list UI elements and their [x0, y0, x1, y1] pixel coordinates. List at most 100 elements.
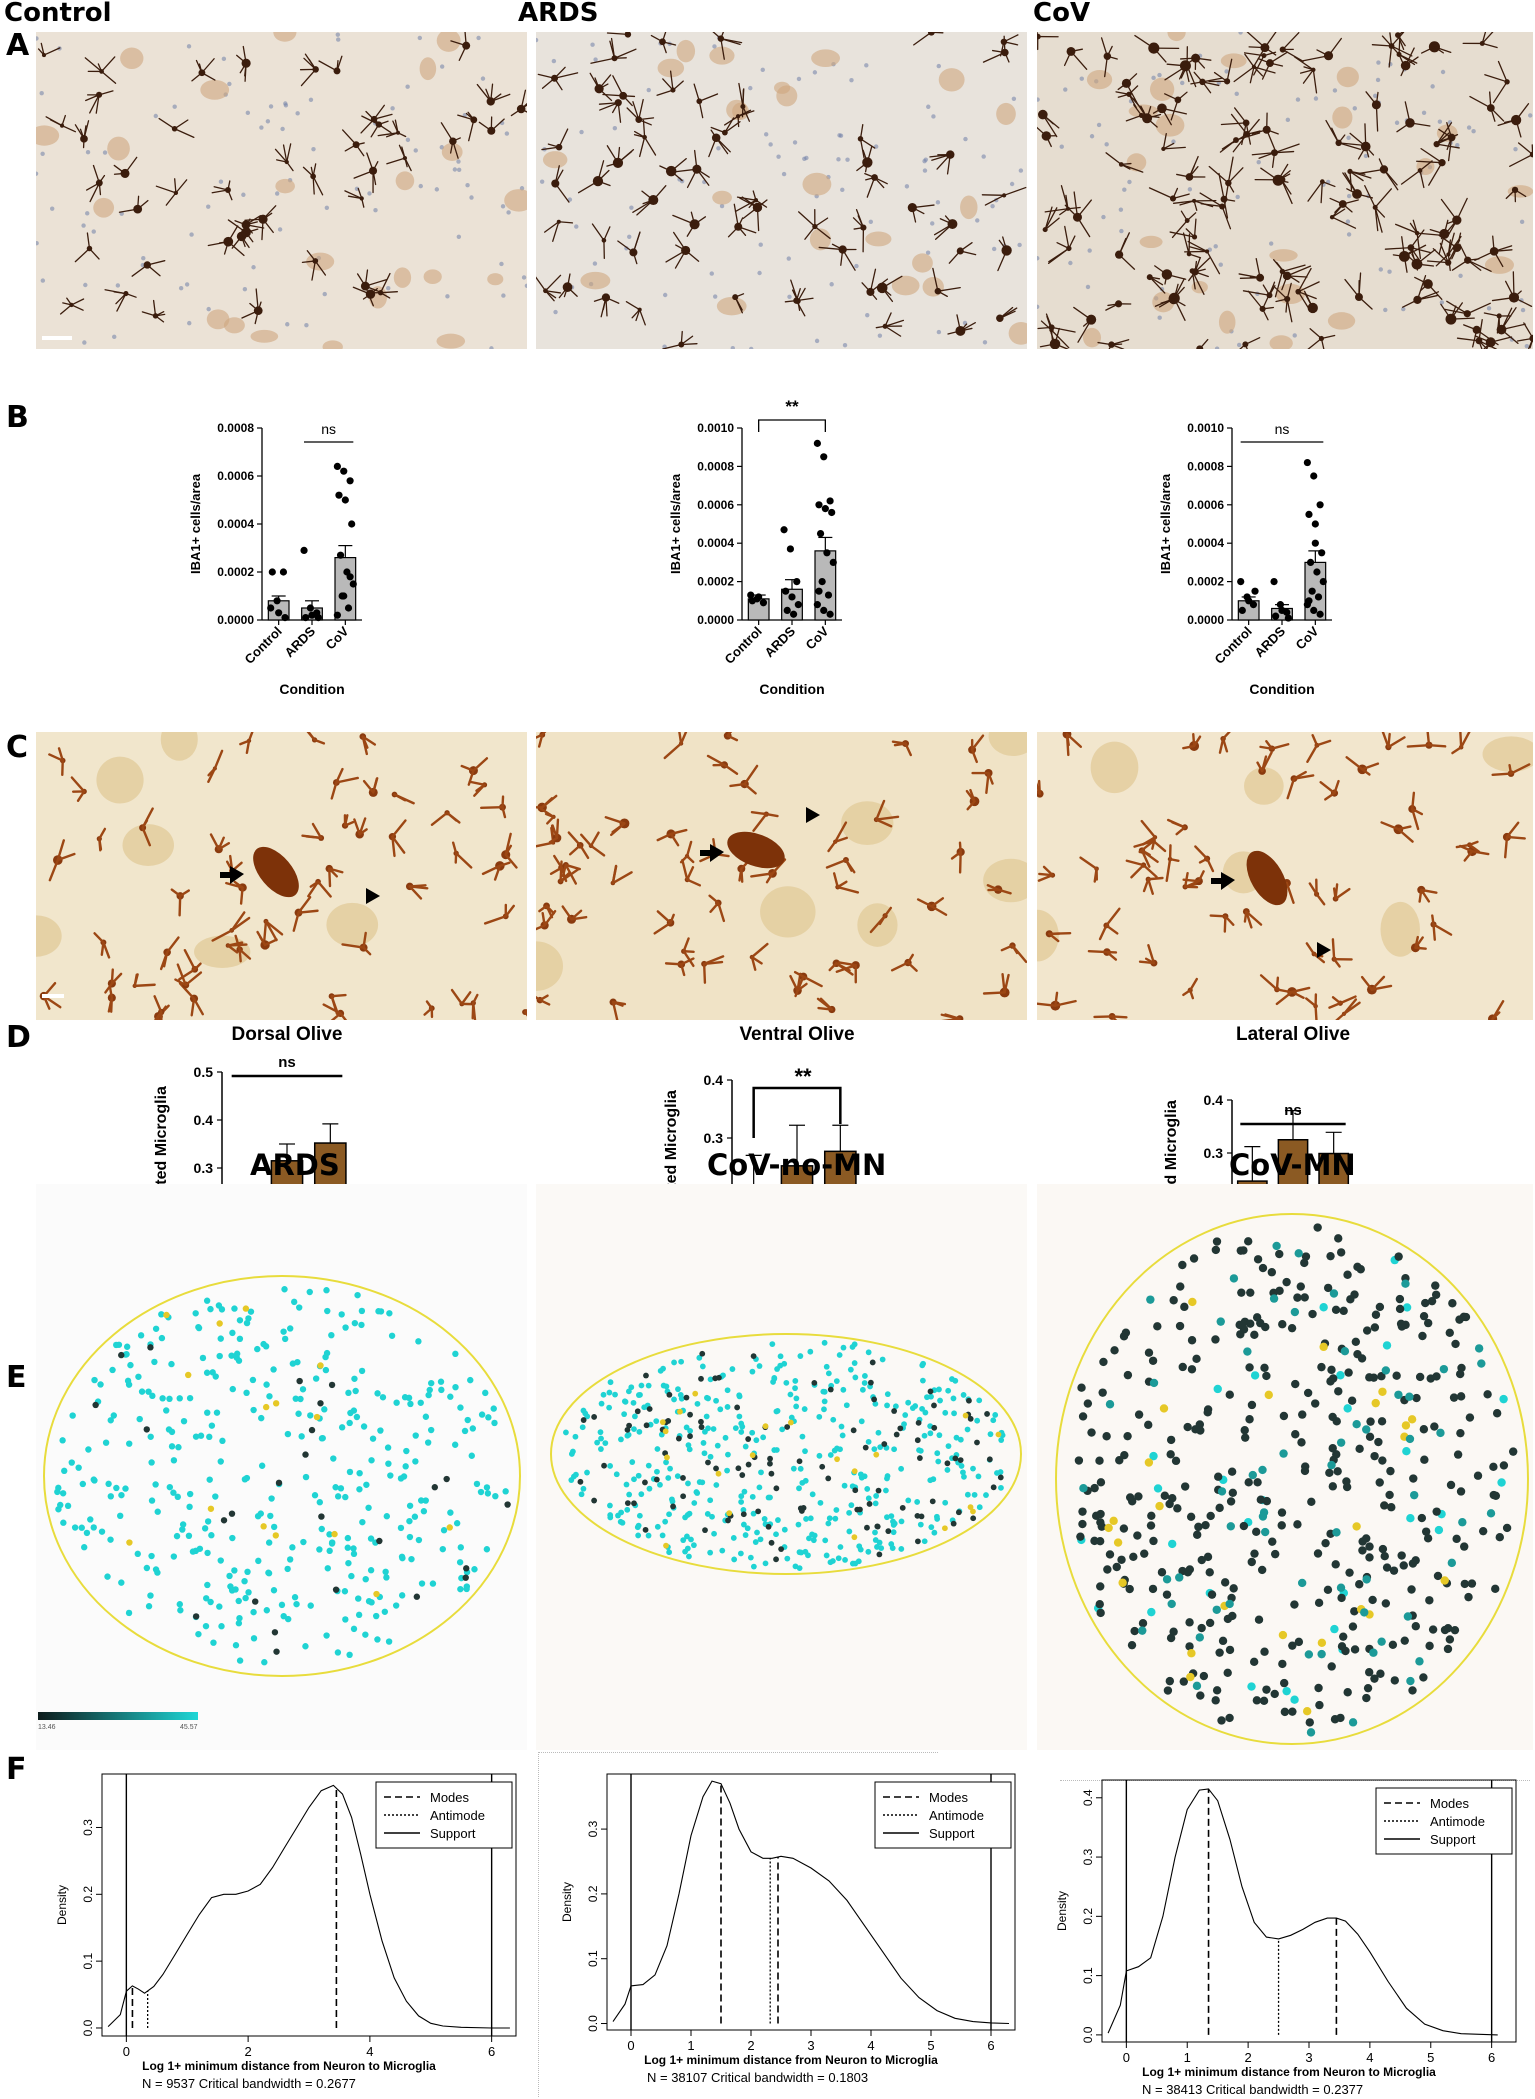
microglia-process — [244, 218, 264, 221]
nucleus — [500, 204, 506, 209]
microglia-process — [544, 290, 555, 302]
x-tick-label: Control — [1211, 624, 1254, 667]
microglia-process — [312, 175, 324, 196]
microglia-cell — [1161, 132, 1186, 152]
microglia-process — [1404, 47, 1415, 67]
microglia-process — [152, 299, 157, 317]
cyan-cell — [773, 1447, 780, 1453]
microglia-process — [1516, 337, 1533, 342]
dark-cell — [1378, 1456, 1387, 1465]
microglia-process — [1403, 244, 1427, 258]
cyan-cell — [600, 1391, 607, 1398]
dark-cell — [1300, 1258, 1309, 1268]
microglia-process — [373, 113, 393, 120]
microglia-process — [1257, 57, 1271, 64]
cyan-cell — [418, 1580, 426, 1587]
dark-cell — [705, 1459, 711, 1466]
cyan-cell — [210, 1639, 217, 1646]
dark-cell — [1433, 1571, 1443, 1581]
dark-cell — [1499, 1461, 1509, 1470]
microglia-cell — [1349, 123, 1375, 160]
cyan-cell — [204, 1549, 211, 1557]
data-point — [1245, 597, 1253, 605]
cyan-cell — [921, 1432, 928, 1439]
cyan-cell — [293, 1600, 300, 1608]
dark-cell — [1387, 1503, 1396, 1512]
microglia-process — [553, 77, 563, 91]
microglia-process — [1443, 219, 1449, 235]
microglia-process — [238, 948, 242, 963]
microglia-cell — [1396, 101, 1431, 133]
nucleus — [206, 204, 211, 209]
microglia-process — [261, 218, 264, 241]
cyan-cell — [835, 1555, 842, 1562]
data-point — [1305, 597, 1313, 605]
data-point — [1311, 539, 1319, 547]
microglia-process — [1264, 32, 1277, 49]
microglia-process — [538, 994, 549, 1002]
microglia-cell — [37, 42, 61, 58]
cyan-cell — [257, 1510, 264, 1517]
cyan-cell — [158, 1334, 166, 1342]
microglia-process — [1505, 835, 1526, 840]
nucleus — [1363, 153, 1369, 159]
microglia-cell — [891, 740, 912, 757]
microglia-cell — [650, 32, 677, 54]
microglia-process — [750, 942, 769, 959]
microglia-process — [1110, 1015, 1118, 1020]
cyan-cell — [635, 1522, 642, 1529]
microglia-process — [1315, 739, 1332, 747]
neuron-soma — [36, 125, 60, 146]
microglia-process — [599, 102, 619, 111]
microglia-cell — [1169, 218, 1198, 240]
microglia-process — [1420, 888, 1431, 903]
microglia-cell — [929, 150, 955, 175]
cyan-cell — [905, 1399, 912, 1406]
cyan-cell — [137, 1332, 145, 1339]
microglia-cell — [74, 120, 90, 149]
microglia-cell — [178, 982, 204, 1017]
cyan-cell — [284, 1430, 292, 1438]
dark-cell — [773, 1485, 780, 1492]
neuron-soma — [1126, 153, 1147, 172]
microglia-cell — [1047, 225, 1076, 264]
microglia-process — [1370, 984, 1393, 991]
dark-cell — [1185, 1618, 1194, 1627]
microglia-process — [1390, 45, 1413, 57]
neuron-soma — [423, 269, 442, 284]
dark-cell — [1148, 1356, 1158, 1365]
microglia-process — [1098, 924, 1108, 941]
cyan-cell — [945, 1443, 952, 1449]
cyan-cell — [367, 1535, 375, 1542]
nucleus — [935, 200, 941, 205]
microglia-cell — [191, 58, 216, 82]
microglia-process — [339, 1012, 348, 1020]
dark-cell — [1423, 1534, 1433, 1543]
cyan-cell — [769, 1341, 776, 1348]
data-point — [748, 597, 756, 605]
microglia-process — [1440, 198, 1458, 221]
microglia-process — [1194, 57, 1206, 69]
nucleus — [242, 286, 248, 292]
cyan-cell — [427, 1426, 435, 1434]
microglia-cell — [353, 817, 368, 839]
microglia-process — [1064, 204, 1079, 218]
cyan-cell — [346, 1651, 353, 1659]
microglia-process — [1105, 907, 1121, 927]
microglia-process — [984, 194, 1005, 206]
microglia-cell — [940, 1013, 964, 1020]
cyan-cell — [707, 1497, 714, 1504]
microglia-process — [1305, 997, 1317, 1008]
cyan-cell — [254, 1345, 261, 1353]
dark-cell — [1077, 1383, 1086, 1392]
microglia-process — [1416, 275, 1427, 301]
cyan-cell — [678, 1358, 685, 1365]
cyan-cell — [707, 1453, 714, 1460]
cyan-cell — [207, 1598, 214, 1606]
dark-cell — [1431, 1290, 1441, 1299]
dark-cell — [1330, 1715, 1340, 1724]
microglia-process — [1286, 298, 1293, 323]
dark-cell — [1160, 1491, 1170, 1500]
microglia-process — [262, 218, 274, 234]
microglia-cell — [1105, 152, 1144, 173]
